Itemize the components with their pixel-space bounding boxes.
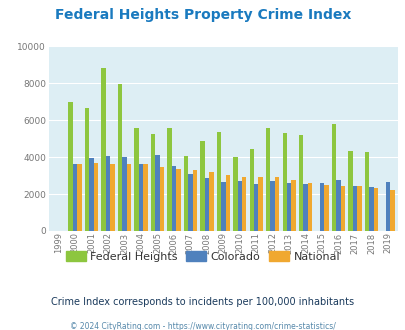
Bar <box>159 167 164 231</box>
Bar <box>232 157 237 231</box>
Bar <box>274 178 279 231</box>
Text: Federal Heights Property Crime Index: Federal Heights Property Crime Index <box>55 8 350 22</box>
Bar <box>347 150 352 231</box>
Bar <box>335 180 340 231</box>
Bar <box>324 185 328 231</box>
Bar <box>286 183 291 231</box>
Bar <box>291 180 295 231</box>
Bar <box>122 157 126 231</box>
Bar <box>150 134 155 231</box>
Bar <box>126 164 131 231</box>
Bar <box>183 156 188 231</box>
Bar <box>204 178 209 231</box>
Bar <box>155 155 159 231</box>
Bar <box>85 108 89 231</box>
Bar <box>221 182 225 231</box>
Bar <box>209 172 213 231</box>
Bar <box>94 163 98 231</box>
Bar <box>192 170 196 231</box>
Bar <box>258 178 262 231</box>
Bar <box>110 164 114 231</box>
Bar <box>270 181 274 231</box>
Bar <box>200 141 204 231</box>
Text: © 2024 CityRating.com - https://www.cityrating.com/crime-statistics/: © 2024 CityRating.com - https://www.city… <box>70 322 335 330</box>
Bar <box>72 164 77 231</box>
Bar <box>249 149 254 231</box>
Bar <box>352 186 356 231</box>
Bar <box>117 84 122 231</box>
Bar <box>134 128 139 231</box>
Bar <box>216 132 221 231</box>
Bar <box>89 158 94 231</box>
Bar <box>171 166 176 231</box>
Bar <box>143 164 147 231</box>
Bar <box>356 186 361 231</box>
Bar <box>176 169 180 231</box>
Bar <box>167 127 171 231</box>
Bar <box>385 182 389 231</box>
Bar <box>340 186 344 231</box>
Bar <box>331 124 335 231</box>
Bar <box>364 151 369 231</box>
Bar <box>188 174 192 231</box>
Bar <box>101 68 106 231</box>
Bar <box>106 156 110 231</box>
Bar <box>237 181 241 231</box>
Bar <box>241 178 246 231</box>
Bar <box>389 190 394 231</box>
Bar <box>373 187 377 231</box>
Bar <box>68 102 72 231</box>
Text: Crime Index corresponds to incidents per 100,000 inhabitants: Crime Index corresponds to incidents per… <box>51 297 354 307</box>
Bar <box>139 164 143 231</box>
Bar <box>254 184 258 231</box>
Bar <box>298 135 303 231</box>
Bar <box>319 183 324 231</box>
Bar <box>282 133 286 231</box>
Bar <box>225 175 229 231</box>
Bar <box>77 164 81 231</box>
Legend: Federal Heights, Colorado, National: Federal Heights, Colorado, National <box>61 247 344 267</box>
Bar <box>369 187 373 231</box>
Bar <box>307 183 311 231</box>
Bar <box>265 127 270 231</box>
Bar <box>303 184 307 231</box>
